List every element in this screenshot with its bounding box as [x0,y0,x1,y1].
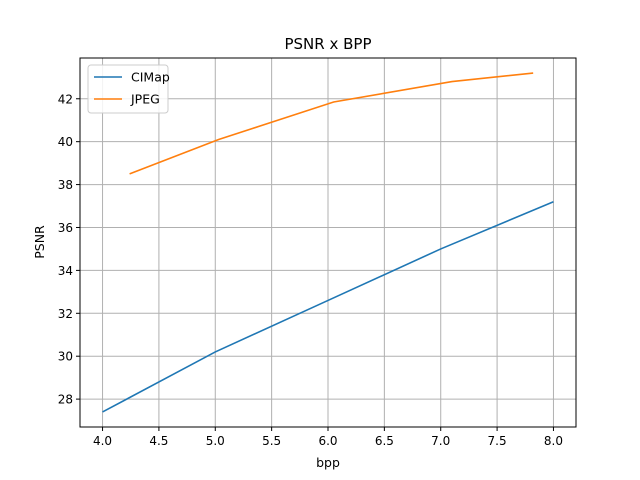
y-tick-label: 32 [58,307,73,321]
x-tick-label: 7.5 [488,434,507,448]
series-line-jpeg [129,72,534,175]
y-tick-label: 34 [58,264,73,278]
x-tick-label: 4.0 [93,434,112,448]
y-tick-label: 36 [58,221,73,235]
grid-lines [80,58,576,427]
series-line-cimap [102,201,554,413]
y-tick-label: 30 [58,350,73,364]
y-tick-label: 40 [58,135,73,149]
legend: CIMap JPEG [87,64,170,114]
x-tick-label: 8.0 [544,434,563,448]
x-tick-label: 6.0 [318,434,337,448]
x-tick-label: 4.5 [149,434,168,448]
y-axis-label: PSNR [32,225,47,259]
legend-label-cimap: CIMap [131,70,170,85]
series-layer [102,72,554,413]
y-axis-ticks: 28 30 32 34 36 38 40 42 [58,92,80,407]
x-axis-label: bpp [316,455,340,470]
x-tick-label: 5.5 [262,434,281,448]
y-tick-label: 38 [58,178,73,192]
chart-title: PSNR x BPP [284,35,371,53]
x-axis-ticks: 4.0 4.5 5.0 5.5 6.0 6.5 7.0 7.5 8.0 [93,427,563,448]
x-tick-label: 6.5 [375,434,394,448]
y-tick-label: 42 [58,92,73,106]
legend-label-jpeg: JPEG [130,92,160,107]
x-tick-label: 7.0 [431,434,450,448]
x-tick-label: 5.0 [206,434,225,448]
y-tick-label: 28 [58,393,73,407]
